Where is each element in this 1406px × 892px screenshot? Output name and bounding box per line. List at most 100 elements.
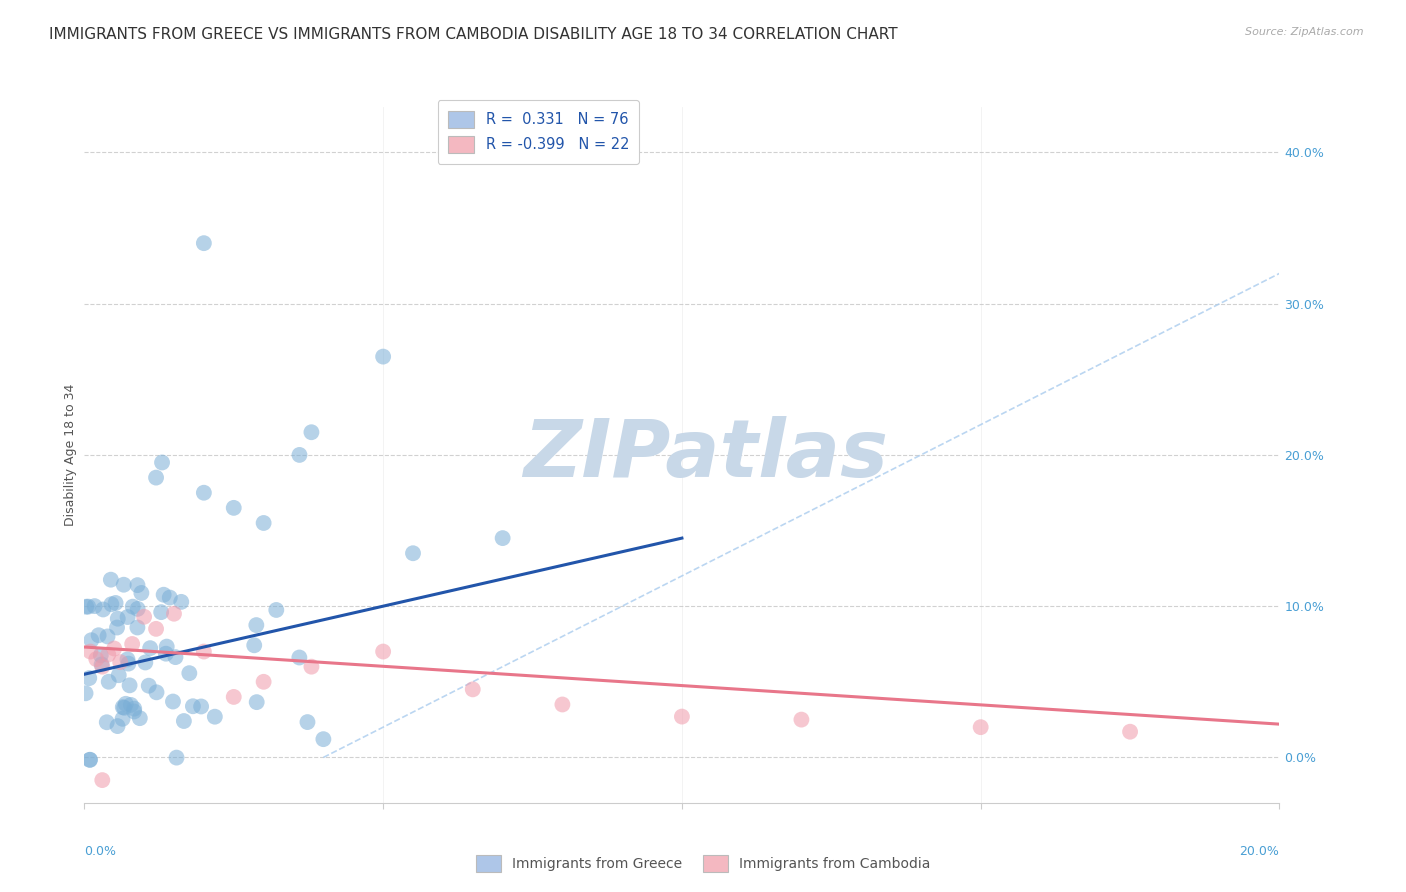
Point <box>105 621 128 635</box>
Point <box>204 709 226 723</box>
Point <box>288 650 311 665</box>
Point <box>117 652 139 666</box>
Point <box>145 470 167 484</box>
Text: Source: ZipAtlas.com: Source: ZipAtlas.com <box>1246 27 1364 37</box>
Point <box>671 709 693 723</box>
Point <box>139 641 162 656</box>
Point <box>266 603 288 617</box>
Point <box>112 578 135 592</box>
Point <box>312 732 335 747</box>
Text: IMMIGRANTS FROM GREECE VS IMMIGRANTS FROM CAMBODIA DISABILITY AGE 18 TO 34 CORRE: IMMIGRANTS FROM GREECE VS IMMIGRANTS FRO… <box>49 27 898 42</box>
Point <box>79 753 101 767</box>
Point <box>193 485 215 500</box>
Text: 0.0%: 0.0% <box>84 845 117 858</box>
Point <box>107 668 129 682</box>
Point <box>121 599 143 614</box>
Point <box>107 719 129 733</box>
Text: ZIPatlas: ZIPatlas <box>523 416 889 494</box>
Point <box>297 715 319 730</box>
Point <box>104 596 127 610</box>
Point <box>373 644 395 658</box>
Point <box>301 659 323 673</box>
Point <box>222 500 245 515</box>
Point <box>165 650 187 665</box>
Point <box>87 628 110 642</box>
Point <box>373 350 395 364</box>
Point <box>90 657 112 672</box>
Point <box>243 638 266 652</box>
Point <box>138 679 160 693</box>
Point <box>91 773 114 788</box>
Point <box>159 591 181 605</box>
Point <box>97 648 120 662</box>
Point <box>551 698 574 712</box>
Point <box>156 640 179 654</box>
Point <box>112 700 135 714</box>
Point <box>181 699 204 714</box>
Point <box>91 659 114 673</box>
Point <box>790 713 813 727</box>
Point <box>253 516 276 530</box>
Point <box>96 715 118 730</box>
Point <box>75 599 97 614</box>
Point <box>402 546 425 560</box>
Point <box>118 678 141 692</box>
Point <box>131 586 153 600</box>
Point <box>193 644 215 658</box>
Point <box>162 694 184 708</box>
Point <box>100 573 122 587</box>
Point <box>100 597 122 611</box>
Point <box>166 750 188 764</box>
Point <box>155 647 177 661</box>
Point <box>193 236 215 251</box>
Point <box>121 637 143 651</box>
Point <box>170 595 193 609</box>
Legend: Immigrants from Greece, Immigrants from Cambodia: Immigrants from Greece, Immigrants from … <box>467 847 939 880</box>
Point <box>110 655 132 669</box>
Point <box>150 455 173 469</box>
Point <box>120 698 142 712</box>
Point <box>111 700 134 714</box>
Point <box>190 699 212 714</box>
Point <box>173 714 195 728</box>
Point <box>117 657 139 671</box>
Point <box>150 605 173 619</box>
Point <box>134 656 156 670</box>
Point <box>288 448 311 462</box>
Point <box>83 599 105 613</box>
Point <box>1119 724 1142 739</box>
Point <box>163 607 186 621</box>
Point <box>970 720 993 734</box>
Point <box>301 425 323 440</box>
Point <box>91 602 114 616</box>
Point <box>246 695 269 709</box>
Point <box>122 701 145 715</box>
Point <box>152 588 174 602</box>
Point <box>461 682 484 697</box>
Point <box>117 610 139 624</box>
Point <box>96 630 118 644</box>
Text: 20.0%: 20.0% <box>1240 845 1279 858</box>
Point <box>127 602 149 616</box>
Point <box>122 705 145 719</box>
Point <box>75 686 97 700</box>
Point <box>79 753 101 767</box>
Point <box>77 599 100 614</box>
Legend: R =  0.331   N = 76, R = -0.399   N = 22: R = 0.331 N = 76, R = -0.399 N = 22 <box>437 101 640 164</box>
Y-axis label: Disability Age 18 to 34: Disability Age 18 to 34 <box>65 384 77 526</box>
Point <box>86 652 108 666</box>
Point <box>492 531 515 545</box>
Point <box>111 712 134 726</box>
Point <box>103 641 125 656</box>
Point <box>80 633 103 648</box>
Point <box>253 674 276 689</box>
Point <box>145 622 167 636</box>
Point <box>77 671 100 685</box>
Point <box>90 648 112 663</box>
Point <box>97 674 120 689</box>
Point <box>127 578 149 592</box>
Point <box>127 620 149 634</box>
Point <box>107 612 129 626</box>
Point <box>179 666 201 681</box>
Point <box>245 618 267 632</box>
